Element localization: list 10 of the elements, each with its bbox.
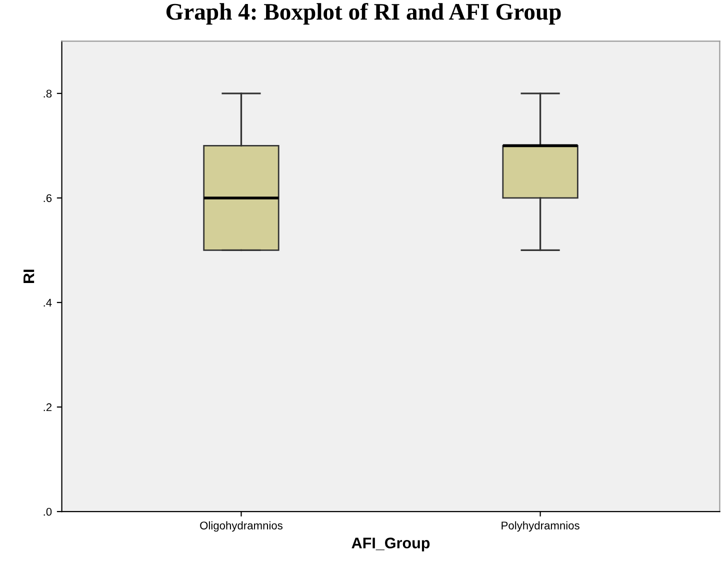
y-axis-title: RI <box>24 270 34 283</box>
x-axis-title: AFI_Group <box>352 538 430 552</box>
chart-title: Graph 4: Boxplot of RI and AFI Group <box>166 2 561 25</box>
y-tick-label: .2 <box>44 403 52 412</box>
x-tick-label: Polyhydramnios <box>502 521 580 532</box>
y-tick-label: .6 <box>44 194 52 202</box>
y-tick-label: .8 <box>44 90 52 98</box>
y-tick-label: .4 <box>44 298 52 307</box>
x-tick-label: Oligohydramnios <box>200 521 283 532</box>
y-tick-label: .0 <box>44 508 52 516</box>
